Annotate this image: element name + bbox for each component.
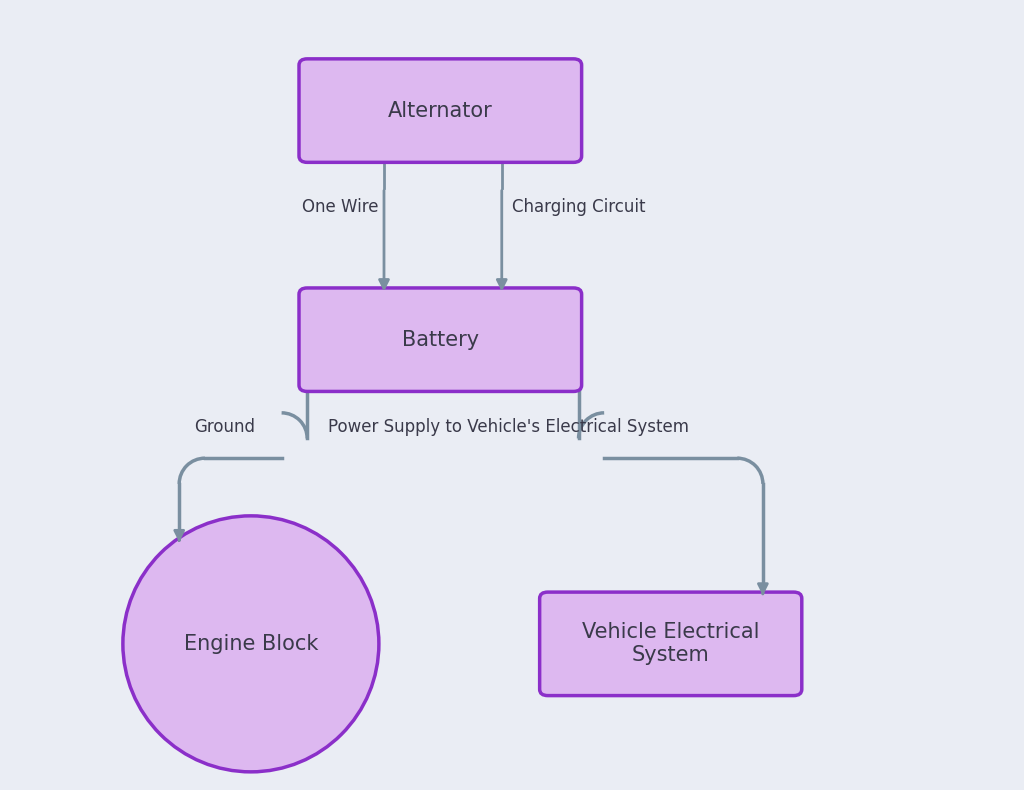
Text: Vehicle Electrical
System: Vehicle Electrical System (582, 623, 760, 665)
Text: Power Supply to Vehicle's Electrical System: Power Supply to Vehicle's Electrical Sys… (328, 418, 689, 435)
Ellipse shape (123, 516, 379, 772)
FancyBboxPatch shape (299, 59, 582, 163)
Text: Ground: Ground (195, 418, 256, 435)
Text: One Wire: One Wire (302, 198, 379, 216)
Text: Engine Block: Engine Block (183, 634, 318, 654)
FancyBboxPatch shape (540, 592, 802, 696)
Text: Alternator: Alternator (388, 100, 493, 121)
Text: Charging Circuit: Charging Circuit (512, 198, 645, 216)
Text: Battery: Battery (401, 329, 479, 350)
FancyBboxPatch shape (299, 288, 582, 392)
